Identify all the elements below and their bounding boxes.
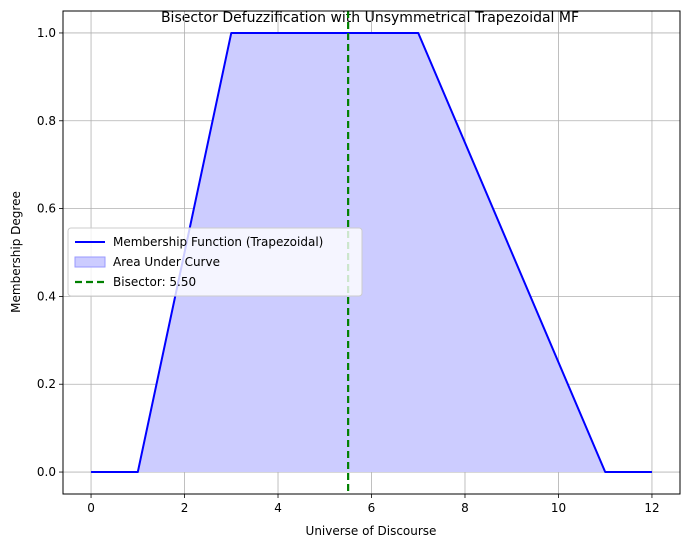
x-tick-label: 12: [644, 501, 659, 515]
legend-label: Bisector: 5.50: [113, 275, 196, 289]
x-axis-label: Universe of Discourse: [306, 524, 437, 538]
y-tick-label: 0.4: [37, 289, 56, 303]
y-tick-label: 0.6: [37, 202, 56, 216]
legend-label: Area Under Curve: [113, 255, 220, 269]
x-tick-label: 4: [274, 501, 282, 515]
legend: Membership Function (Trapezoidal) Area Un…: [68, 228, 362, 296]
legend-area-swatch: [75, 257, 105, 267]
x-tick-label: 2: [181, 501, 189, 515]
legend-label: Membership Function (Trapezoidal): [113, 235, 323, 249]
x-tick-label: 0: [87, 501, 95, 515]
x-tick-label: 6: [368, 501, 376, 515]
x-tick-label: 8: [461, 501, 469, 515]
y-tick-label: 0.8: [37, 114, 56, 128]
y-tick-label: 0.2: [37, 377, 56, 391]
y-tick-label: 1.0: [37, 26, 56, 40]
x-tick-label: 10: [551, 501, 566, 515]
y-axis-label: Membership Degree: [9, 191, 23, 313]
chart-title: Bisector Defuzzification with Unsymmetri…: [161, 10, 579, 26]
y-tick-label: 0.0: [37, 465, 56, 479]
